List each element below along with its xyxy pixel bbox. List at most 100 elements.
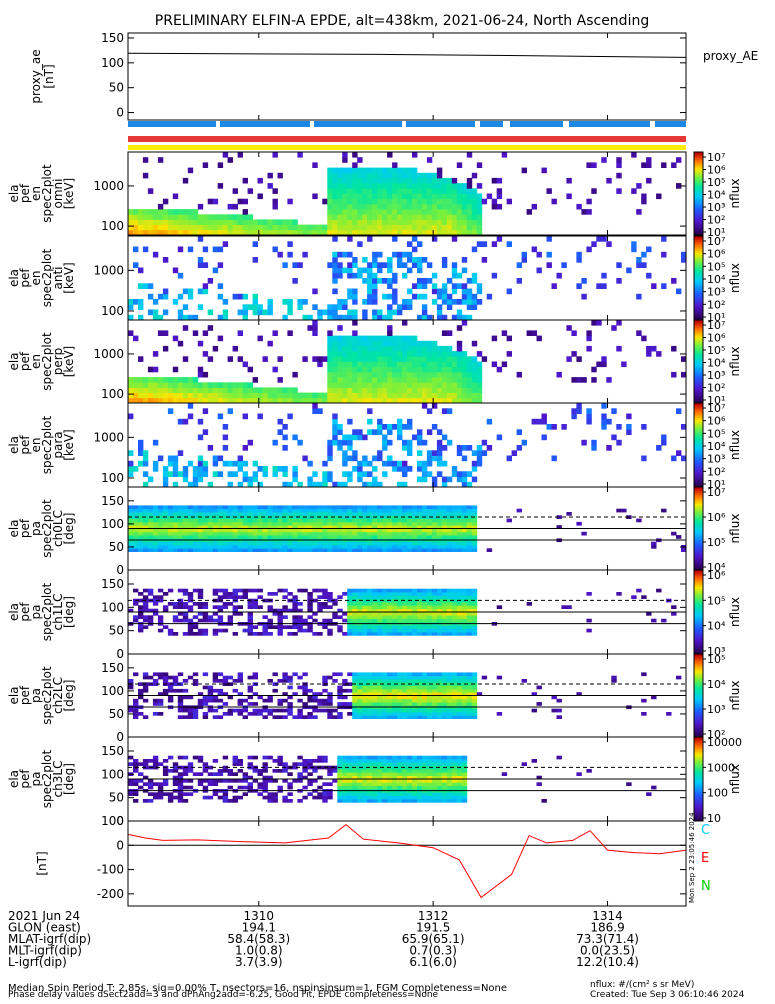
pa-cell-ch1LC xyxy=(402,589,407,593)
spectrogram-cell-para xyxy=(542,419,547,425)
pa-cell-ch2LC xyxy=(203,715,208,719)
spectrogram-cell-omni xyxy=(297,225,302,231)
pa-cell-ch0LC xyxy=(392,512,397,516)
pa-cell-ch3LC xyxy=(377,759,382,763)
pa-cell-ch3LC xyxy=(362,782,367,786)
spectrogram-cell-para xyxy=(477,445,482,451)
pa-cell-ch3LC xyxy=(143,762,148,766)
spectrogram-cell-para xyxy=(243,477,248,483)
spectrogram-cell-omni xyxy=(427,219,432,225)
pa-cell-ch3LC xyxy=(382,799,387,803)
spectrogram-cell-anti xyxy=(442,299,447,305)
pa-cell-ch1LC xyxy=(362,629,367,633)
pa-cell-ch0LC xyxy=(273,529,278,533)
spectrogram-cell-anti xyxy=(198,304,203,310)
pa-cell-ch0LC xyxy=(377,519,382,523)
spectrogram-cell-perp xyxy=(397,393,402,399)
pa-cell-ch2LC xyxy=(188,696,193,700)
pa-cell-ch3LC xyxy=(342,786,347,790)
spectrogram-cell-perp xyxy=(392,336,397,342)
pa-cell-ch0LC xyxy=(367,519,372,523)
pa-cell-ch1LC xyxy=(347,602,352,606)
pa-cell-ch0LC xyxy=(263,545,268,549)
pa-cell-ch2LC xyxy=(422,699,427,703)
pa-cell-ch1LC xyxy=(213,632,218,636)
pa-cell-ch3LC xyxy=(457,779,462,783)
pa-cell-ch0LC xyxy=(347,509,352,513)
pa-cell-ch0LC xyxy=(462,542,467,546)
pa-cell-ch2LC xyxy=(198,702,203,706)
pa-cell-ch0LC xyxy=(302,519,307,523)
spectrogram-cell-perp xyxy=(402,377,407,383)
pa-cell-ch2LC xyxy=(153,712,158,716)
pa-cell-ch3LC xyxy=(412,769,417,773)
pa-cell-ch2LC xyxy=(552,709,557,713)
pa-cell-ch3LC xyxy=(422,799,427,803)
pa-cell-ch0LC xyxy=(367,532,372,536)
pa-cell-ch1LC xyxy=(198,589,203,593)
spectrogram-cell-para xyxy=(462,456,467,462)
pa-cell-ch0LC xyxy=(128,505,133,509)
spectrogram-cell-anti xyxy=(188,247,193,253)
spectrogram-cell-perp xyxy=(452,356,457,362)
pa-cell-ch1LC xyxy=(287,632,292,636)
pa-cell-ch1LC xyxy=(447,592,452,596)
spectrogram-cell-perp xyxy=(153,351,158,357)
pa-cell-ch3LC xyxy=(417,759,422,763)
pa-cell-ch3LC xyxy=(457,786,462,790)
pa-cell-ch2LC xyxy=(168,699,173,703)
pa-cell-ch1LC xyxy=(422,595,427,599)
pa-cell-ch3LC xyxy=(432,782,437,786)
spectrogram-cell-para xyxy=(626,424,631,430)
pa-cell-ch0LC xyxy=(193,532,198,536)
spectrogram-cell-anti xyxy=(287,299,292,305)
pa-cell-ch0LC xyxy=(397,512,402,516)
spectrogram-cell-para xyxy=(218,414,223,420)
spectrogram-cell-perp xyxy=(472,372,477,378)
pa-cell-ch1LC xyxy=(352,595,357,599)
pa-cell-ch1LC xyxy=(357,592,362,596)
pa-cell-ch3LC xyxy=(357,799,362,803)
pa-cell-ch0LC xyxy=(417,505,422,509)
pa-cell-ch0LC xyxy=(258,535,263,539)
spectrogram-cell-perp xyxy=(258,336,263,342)
spectrogram-cell-perp xyxy=(342,362,347,368)
spectrogram-cell-omni xyxy=(412,214,417,220)
pa-cell-ch0LC xyxy=(372,509,377,513)
spectrogram-cell-omni xyxy=(148,214,153,220)
pa-cell-ch1LC xyxy=(347,629,352,633)
pa-cell-ch2LC xyxy=(372,689,377,693)
pa-cell-ch0LC xyxy=(322,542,327,546)
pa-cell-ch2LC xyxy=(342,696,347,700)
fgm-e-line xyxy=(128,825,686,898)
spectrogram-cell-omni xyxy=(452,225,457,231)
pa-cell-ch1LC xyxy=(218,589,223,593)
pa-cell-ch1LC xyxy=(143,619,148,623)
pa-cell-ch3LC xyxy=(238,769,243,773)
pa-cell-ch2LC xyxy=(133,702,138,706)
pa-cell-ch1LC xyxy=(527,602,532,606)
pa-cell-ch1LC xyxy=(168,629,173,633)
pa-cell-ch0LC xyxy=(422,548,427,552)
spectrogram-cell-omni xyxy=(327,204,332,210)
spectrogram-cell-omni xyxy=(502,152,507,158)
spectrogram-cell-perp xyxy=(616,320,621,326)
pa-cell-ch0LC xyxy=(128,535,133,539)
spectrogram-cell-perp xyxy=(357,367,362,373)
spectrogram-cell-perp xyxy=(452,393,457,399)
pa-cell-ch2LC xyxy=(462,672,467,676)
spectrogram-cell-perp xyxy=(367,336,372,342)
pa-cell-ch2LC xyxy=(387,696,392,700)
pa-cell-ch0LC xyxy=(282,532,287,536)
pa-cell-ch0LC xyxy=(138,522,143,526)
spectrogram-cell-para xyxy=(422,466,427,472)
spectrogram-cell-para xyxy=(282,466,287,472)
spectrogram-cell-omni xyxy=(552,199,557,205)
pa-cell-ch3LC xyxy=(188,786,193,790)
spectrogram-cell-perp xyxy=(477,377,482,383)
pa-cell-ch2LC xyxy=(178,699,183,703)
spectrogram-cell-omni xyxy=(372,178,377,184)
spectrogram-cell-para xyxy=(183,471,188,477)
pa-cell-ch0LC xyxy=(347,532,352,536)
pa-cell-ch2LC xyxy=(462,715,467,719)
